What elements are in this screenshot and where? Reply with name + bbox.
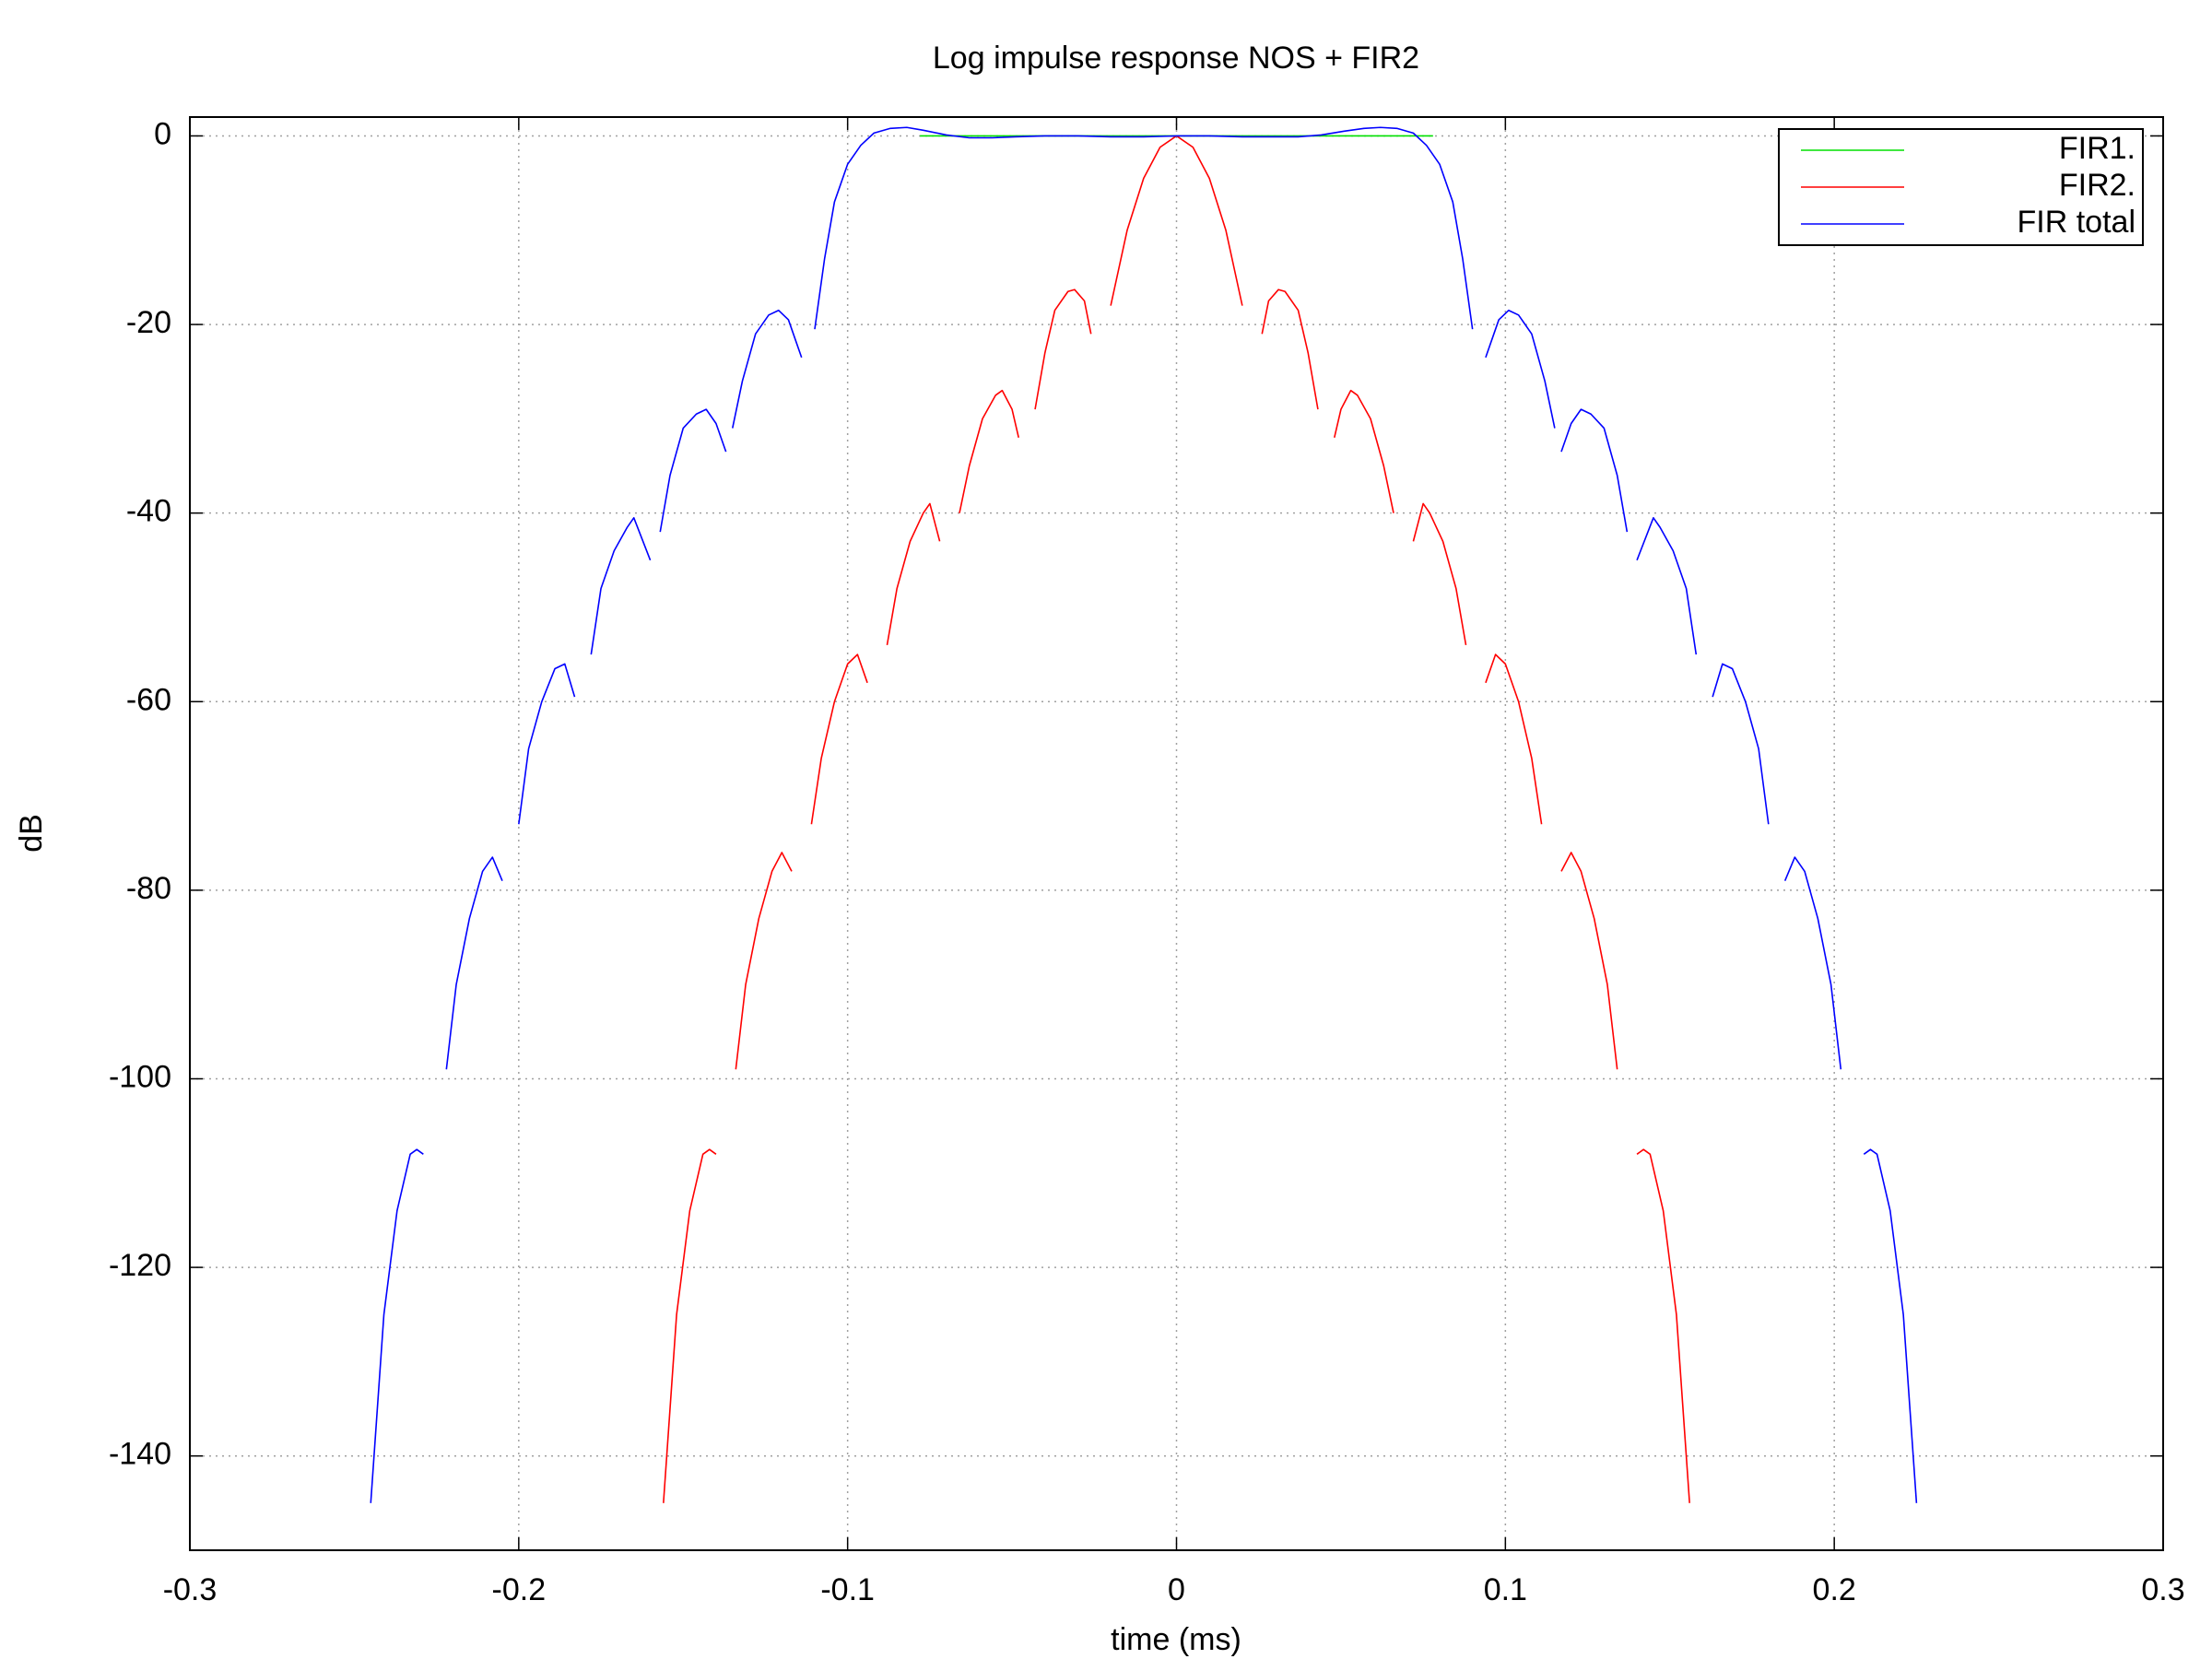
legend-label: FIR2.	[2059, 168, 2136, 203]
y-tick-label: -140	[109, 1437, 171, 1472]
y-axis-label: dB	[14, 814, 49, 853]
x-tick-label: 0.2	[1813, 1572, 1856, 1607]
legend-label: FIR1.	[2059, 131, 2136, 166]
chart-title: Log impulse response NOS + FIR2	[933, 41, 1419, 76]
x-tick-label: 0	[1168, 1572, 1185, 1607]
y-tick-label: -60	[126, 682, 171, 717]
y-tick-label: -80	[126, 871, 171, 906]
x-tick-label: -0.1	[820, 1572, 875, 1607]
y-tick-label: 0	[154, 116, 171, 151]
x-axis-label: time (ms)	[1111, 1622, 1241, 1657]
y-tick-label: -40	[126, 494, 171, 529]
x-tick-label: -0.3	[163, 1572, 218, 1607]
y-tick-label: -100	[109, 1059, 171, 1094]
x-tick-label: -0.2	[492, 1572, 547, 1607]
series-line	[370, 126, 1918, 1503]
series-line	[663, 135, 1690, 1503]
y-tick-label: -20	[126, 305, 171, 340]
x-tick-label: 0.1	[1484, 1572, 1527, 1607]
x-tick-label: 0.3	[2141, 1572, 2184, 1607]
legend-label: FIR total	[2018, 205, 2136, 240]
plot-frame	[189, 116, 2164, 1551]
y-tick-label: -120	[109, 1248, 171, 1283]
